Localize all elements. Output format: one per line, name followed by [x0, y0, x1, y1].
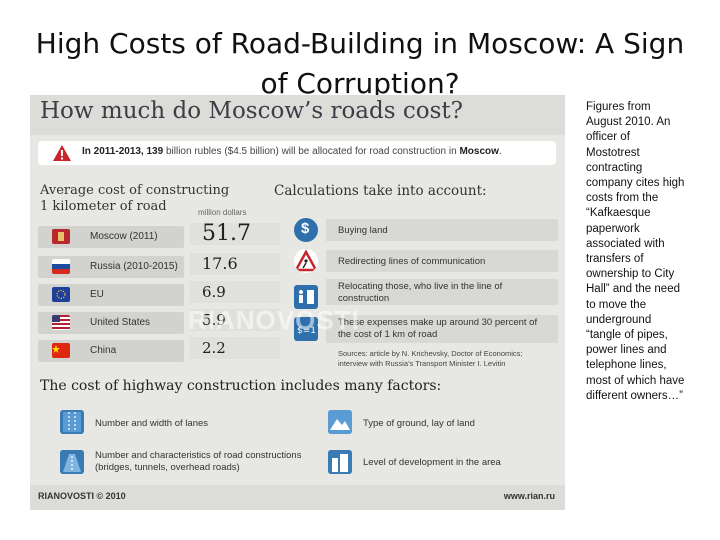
- warning-icon: [53, 145, 71, 161]
- china-flag-icon: [52, 343, 70, 358]
- factor-bar: [326, 219, 558, 241]
- usa-flag-icon: [52, 315, 70, 330]
- country-row-russia: [38, 256, 184, 278]
- country-name: China: [90, 345, 117, 356]
- country-value: 2.2: [202, 339, 226, 357]
- cost-icon: $=1: [294, 317, 318, 341]
- road-works-icon: [294, 249, 318, 273]
- eu-flag-icon: [52, 287, 70, 302]
- sources-note: Sources: article by N. Krichevsky, Docto…: [338, 349, 523, 368]
- relocation-icon: [294, 285, 318, 309]
- infographic-footer: RIANOVOSTI © 2010 www.rian.ru: [30, 485, 565, 510]
- value-bg: [190, 253, 280, 275]
- country-name: Russia (2010-2015): [90, 261, 178, 272]
- factor-text: Redirecting lines of communication: [338, 256, 486, 267]
- factor-text: Relocating those, who live in the line o…: [338, 281, 503, 304]
- country-row-usa: [38, 312, 184, 334]
- country-value: 51.7: [202, 221, 251, 246]
- value-bg: [190, 337, 280, 359]
- highway-factor-text: Number and width of lanes: [95, 418, 209, 429]
- country-row-eu: [38, 284, 184, 306]
- slide-title-line-2: of Corruption?: [260, 67, 460, 100]
- allocation-alert: In 2011-2013, 139 billion rubles ($4.5 b…: [38, 141, 556, 165]
- highway-factor-text: Type of ground, lay of land: [363, 418, 475, 429]
- svg-text:$=1: $=1: [297, 326, 316, 336]
- russia-flag-icon: [52, 259, 70, 274]
- highway-heading: The cost of highway construction include…: [40, 378, 442, 394]
- dollar-icon: $: [294, 218, 318, 242]
- country-name: EU: [90, 289, 104, 300]
- lanes-icon: [60, 410, 84, 434]
- watermark: RIANOVOSTI: [188, 305, 360, 335]
- ria-novosti-logo: RIANOVOSTI © 2010: [38, 491, 126, 501]
- country-value: 17.6: [202, 254, 238, 273]
- factor-text: These expenses make up around 30 percent…: [338, 317, 538, 340]
- terrain-icon: [328, 410, 352, 434]
- calculations-heading: Calculations take into account:: [274, 183, 487, 199]
- factor-text: Buying land: [338, 225, 388, 236]
- factor-bar: [326, 279, 558, 305]
- moscow-flag-icon: [52, 229, 70, 244]
- infographic-title: How much do Moscow’s roads cost?: [40, 98, 463, 124]
- country-value: 6.9: [202, 283, 226, 301]
- slide-title: High Costs of Road-Building in Moscow: A…: [20, 24, 700, 104]
- side-note: Figures from August 2010. An officer of …: [586, 101, 685, 402]
- alert-text: In 2011-2013, 139 billion rubles ($4.5 b…: [82, 146, 502, 157]
- website-url: www.rian.ru: [503, 491, 555, 501]
- highway-factor-text: Number and characteristics of road const…: [95, 450, 302, 473]
- buildings-icon: [328, 450, 352, 474]
- country-name: Moscow (2011): [90, 231, 158, 242]
- factor-bar: [326, 315, 558, 343]
- infographic: How much do Moscow’s roads cost? In 2011…: [30, 95, 565, 510]
- country-name: United States: [90, 317, 151, 328]
- average-cost-heading: Average cost of constructing 1 kilometer…: [40, 183, 230, 214]
- value-bg: [190, 281, 280, 303]
- factor-bar: [326, 250, 558, 272]
- slide-title-line-1: High Costs of Road-Building in Moscow: A…: [35, 27, 685, 60]
- country-value: 5.9: [202, 311, 226, 329]
- country-row-china: [38, 340, 184, 362]
- value-bg: [190, 223, 280, 245]
- value-bg: [190, 309, 280, 331]
- unit-label: million dollars: [198, 208, 247, 217]
- overpass-icon: [60, 450, 84, 474]
- highway-factor-text: Level of development in the area: [363, 457, 501, 468]
- infographic-header: How much do Moscow’s roads cost?: [30, 95, 565, 135]
- country-row-moscow: [38, 226, 184, 248]
